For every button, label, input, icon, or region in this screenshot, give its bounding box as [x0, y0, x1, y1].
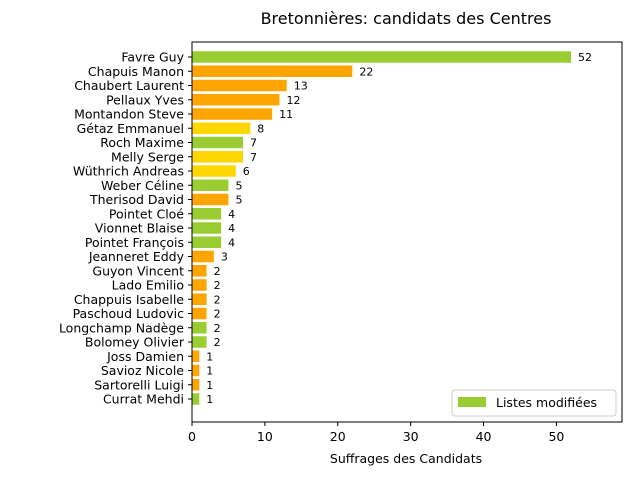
- value-label: 7: [250, 151, 257, 164]
- category-label: Chapuis Manon: [88, 64, 184, 79]
- value-label: 22: [359, 65, 373, 78]
- bar-pellaux-yves: [192, 94, 280, 106]
- bar-bolomey-olivier: [192, 336, 207, 348]
- value-label: 4: [228, 222, 235, 235]
- category-label: Favre Guy: [121, 50, 184, 65]
- bar-chappuis-isabelle: [192, 293, 207, 305]
- bar-savioz-nicole: [192, 364, 200, 377]
- bar-getaz-emmanuel: [192, 122, 251, 134]
- bar-vionnet-blaise: [192, 222, 222, 234]
- category-label: Therisod David: [89, 192, 184, 207]
- value-label: 3: [221, 251, 228, 264]
- bar-currat-mehdi: [192, 393, 200, 405]
- category-label: Savioz Nicole: [101, 363, 184, 378]
- category-label: Montandon Steve: [74, 107, 184, 122]
- bar-sartorelli-luigi: [192, 379, 200, 391]
- category-label: Jeanneret Eddy: [88, 249, 185, 264]
- legend-label: Listes modifiées: [496, 395, 597, 410]
- x-tick-label: 40: [476, 429, 492, 444]
- value-label: 4: [228, 208, 235, 221]
- bar-chaubert-laurent: [192, 79, 287, 92]
- value-label: 5: [235, 179, 242, 192]
- bar-pointet-francois: [192, 236, 222, 248]
- category-label: Pointet François: [85, 235, 184, 250]
- x-axis: 0 10 20 30 40 50: [188, 422, 564, 444]
- bar-montandon-steve: [192, 108, 273, 120]
- bars-layer: [192, 51, 571, 405]
- legend: Listes modifiées: [451, 389, 617, 417]
- bar-guyon-vincent: [192, 265, 207, 277]
- bar-favre-guy: [192, 51, 571, 63]
- value-label: 2: [214, 265, 221, 278]
- value-label: 52: [578, 51, 592, 64]
- chart-title: Bretonnières: candidats des Centres: [261, 9, 552, 28]
- category-label: Sartorelli Luigi: [94, 377, 184, 392]
- plot-frame: [191, 41, 623, 423]
- value-label: 7: [250, 137, 257, 150]
- value-label: 2: [214, 293, 221, 306]
- category-label: Guyon Vincent: [92, 263, 184, 278]
- value-label: 1: [206, 379, 213, 392]
- bar-longchamp-nadege: [192, 322, 207, 334]
- category-label: Roch Maxime: [100, 135, 184, 150]
- value-label: 1: [206, 365, 213, 378]
- value-label: 6: [243, 165, 250, 178]
- bar-weber-celine: [192, 179, 229, 191]
- category-label: Lado Emilio: [112, 278, 184, 293]
- category-label: Pointet Cloé: [109, 206, 184, 221]
- value-label: 4: [228, 236, 235, 249]
- x-tick-label: 10: [257, 429, 273, 444]
- value-label: 2: [214, 336, 221, 349]
- bar-melly-serge: [192, 151, 244, 163]
- legend-box: [451, 389, 617, 417]
- value-label: 2: [214, 308, 221, 321]
- legend-swatch: [458, 397, 486, 407]
- bar-lado-emilio: [192, 279, 207, 291]
- category-label: Chaubert Laurent: [74, 78, 184, 93]
- value-label: 2: [214, 279, 221, 292]
- bar-wuthrich-andreas: [192, 165, 236, 177]
- value-label: 1: [206, 350, 213, 363]
- bar-chapuis-manon: [192, 65, 353, 77]
- category-label: Wüthrich Andreas: [73, 164, 184, 179]
- value-label: 8: [257, 122, 264, 135]
- category-label: Pellaux Yves: [106, 92, 184, 107]
- category-label: Chappuis Isabelle: [74, 292, 184, 307]
- value-label: 1: [206, 393, 213, 406]
- value-label: 11: [279, 108, 293, 121]
- category-label: Currat Mehdi: [103, 392, 184, 407]
- category-label: Gétaz Emmanuel: [77, 121, 184, 136]
- value-label: 5: [235, 194, 242, 207]
- x-tick-label: 0: [188, 429, 196, 444]
- x-axis-label: Suffrages des Candidats: [330, 451, 482, 466]
- bar-paschoud-ludovic: [192, 307, 207, 320]
- category-label: Melly Serge: [111, 149, 184, 164]
- x-tick-label: 30: [403, 429, 419, 444]
- value-label: 12: [286, 94, 300, 107]
- category-label: Paschoud Ludovic: [73, 306, 185, 321]
- value-label: 13: [294, 80, 308, 93]
- category-label: Vionnet Blaise: [95, 221, 185, 236]
- bar-roch-maxime: [192, 136, 244, 149]
- x-tick-label: 20: [330, 429, 346, 444]
- bar-jeanneret-eddy: [192, 250, 214, 263]
- category-label: Bolomey Olivier: [85, 335, 185, 350]
- bar-pointet-cloe: [192, 208, 222, 220]
- category-label: Joss Damien: [106, 349, 184, 364]
- category-label: Weber Céline: [101, 178, 184, 193]
- category-label: Longchamp Nadège: [59, 320, 184, 335]
- bar-joss-damien: [192, 350, 200, 362]
- x-tick-label: 50: [548, 429, 564, 444]
- bar-therisod-david: [192, 193, 229, 206]
- value-label: 2: [214, 322, 221, 335]
